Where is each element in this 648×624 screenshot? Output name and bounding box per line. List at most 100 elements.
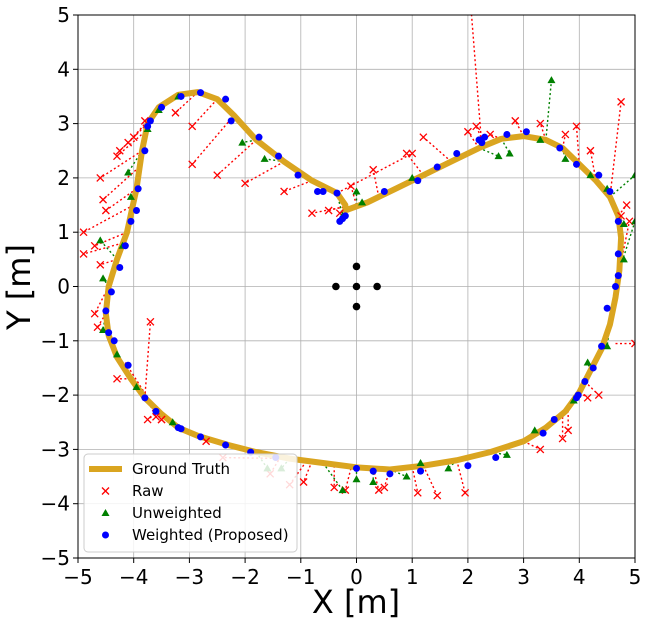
raw-marker bbox=[79, 228, 88, 237]
raw-marker-stroke bbox=[113, 152, 121, 161]
raw-marker-stroke bbox=[96, 260, 105, 269]
raw-marker bbox=[171, 108, 180, 117]
raw-marker-stroke bbox=[213, 171, 222, 180]
legend-label: Unweighted bbox=[132, 504, 222, 522]
raw-marker bbox=[188, 122, 197, 131]
anchor-marker bbox=[332, 282, 340, 291]
weighted-marker bbox=[319, 187, 327, 195]
weighted-marker bbox=[612, 283, 620, 290]
y-tick-label: −4 bbox=[41, 492, 70, 516]
weighted-marker bbox=[606, 187, 614, 195]
unweighted-marker bbox=[408, 173, 417, 181]
raw-marker-stroke bbox=[631, 339, 635, 345]
raw-marker-stroke bbox=[241, 179, 250, 188]
raw-markers bbox=[79, 1, 635, 500]
weighted-marker bbox=[132, 206, 140, 214]
raw-marker-stroke bbox=[380, 483, 389, 492]
raw-marker-stroke bbox=[113, 374, 121, 383]
weighted-marker bbox=[107, 288, 115, 296]
raw-error-line bbox=[191, 115, 235, 165]
weighted-marker bbox=[144, 122, 152, 130]
unweighted-error-line bbox=[322, 462, 344, 491]
raw-marker-stroke bbox=[472, 122, 481, 131]
weighted-marker bbox=[417, 467, 425, 475]
unweighted-marker bbox=[352, 187, 361, 195]
raw-marker bbox=[617, 97, 626, 106]
weighted-marker bbox=[121, 242, 129, 250]
weighted-marker bbox=[174, 424, 182, 432]
raw-marker-stroke bbox=[467, 1, 474, 8]
raw-marker bbox=[419, 133, 428, 142]
raw-error-line bbox=[336, 152, 413, 194]
y-axis-ticks: −5 −4 −3 −2 −1 0 1 2 3 4 5 bbox=[41, 3, 78, 570]
raw-marker-stroke bbox=[558, 434, 567, 443]
x-tick-label: −2 bbox=[230, 565, 259, 589]
weighted-marker bbox=[433, 163, 441, 171]
unweighted-error-line bbox=[490, 451, 508, 456]
unweighted-marker bbox=[505, 149, 514, 157]
weighted-marker bbox=[222, 95, 230, 103]
raw-marker bbox=[113, 152, 121, 161]
weighted-marker bbox=[177, 92, 185, 100]
weighted-marker bbox=[492, 454, 500, 462]
legend: Ground Truth Raw Unweighted Weighted (Propo… bbox=[83, 453, 298, 553]
x-tick-label: −4 bbox=[119, 565, 148, 589]
raw-marker-stroke bbox=[536, 119, 545, 128]
unweighted-marker bbox=[338, 486, 347, 494]
weighted-marker bbox=[124, 361, 132, 369]
weighted-marker bbox=[116, 263, 124, 271]
raw-error-line bbox=[94, 231, 128, 247]
x-tick-label: −5 bbox=[63, 565, 92, 589]
raw-marker bbox=[472, 122, 481, 131]
raw-marker-stroke bbox=[143, 415, 152, 424]
raw-marker bbox=[99, 195, 108, 204]
unweighted-marker bbox=[569, 396, 578, 404]
raw-marker-stroke bbox=[188, 160, 197, 169]
y-tick-label: −2 bbox=[41, 383, 70, 407]
raw-marker-stroke bbox=[324, 206, 333, 215]
raw-marker bbox=[330, 483, 339, 492]
unweighted-marker bbox=[547, 76, 556, 84]
weighted-marker bbox=[255, 133, 263, 141]
weighted-marker bbox=[158, 103, 166, 111]
raw-marker bbox=[307, 209, 316, 218]
raw-marker bbox=[433, 491, 442, 500]
weighted-marker bbox=[369, 467, 377, 475]
raw-marker bbox=[96, 173, 105, 182]
legend-x-swatch bbox=[101, 487, 110, 495]
weighted-marker bbox=[614, 272, 622, 280]
raw-marker-stroke bbox=[583, 393, 592, 402]
raw-marker-stroke bbox=[99, 195, 108, 204]
raw-error-line bbox=[523, 440, 541, 451]
raw-marker bbox=[374, 486, 383, 495]
anchor-markers bbox=[332, 262, 381, 311]
raw-marker-stroke bbox=[433, 491, 442, 500]
unweighted-marker bbox=[536, 135, 545, 143]
weighted-marker bbox=[614, 217, 622, 225]
raw-marker bbox=[90, 309, 99, 318]
raw-marker-stroke bbox=[622, 201, 631, 210]
weighted-marker bbox=[481, 133, 489, 141]
raw-marker bbox=[93, 323, 102, 332]
unweighted-marker bbox=[603, 342, 612, 350]
raw-marker-stroke bbox=[152, 412, 160, 421]
raw-error-line bbox=[575, 126, 580, 165]
unweighted-marker bbox=[586, 171, 595, 179]
y-tick-label: −5 bbox=[41, 546, 70, 570]
weighted-marker bbox=[294, 171, 302, 179]
anchor-marker bbox=[352, 282, 361, 291]
raw-marker bbox=[413, 488, 422, 497]
raw-error-line bbox=[584, 381, 600, 396]
weighted-marker bbox=[197, 433, 205, 441]
raw-marker-stroke bbox=[202, 437, 211, 446]
legend-dot-swatch bbox=[102, 531, 109, 539]
weighted-marker bbox=[414, 177, 422, 185]
weighted-marker bbox=[141, 394, 149, 402]
raw-marker-stroke bbox=[101, 487, 110, 495]
x-tick-label: 4 bbox=[573, 565, 586, 589]
weighted-marker bbox=[341, 212, 349, 220]
y-tick-label: 1 bbox=[57, 220, 70, 244]
raw-marker-stroke bbox=[511, 116, 520, 125]
raw-marker bbox=[631, 339, 635, 348]
unweighted-marker bbox=[96, 236, 105, 244]
